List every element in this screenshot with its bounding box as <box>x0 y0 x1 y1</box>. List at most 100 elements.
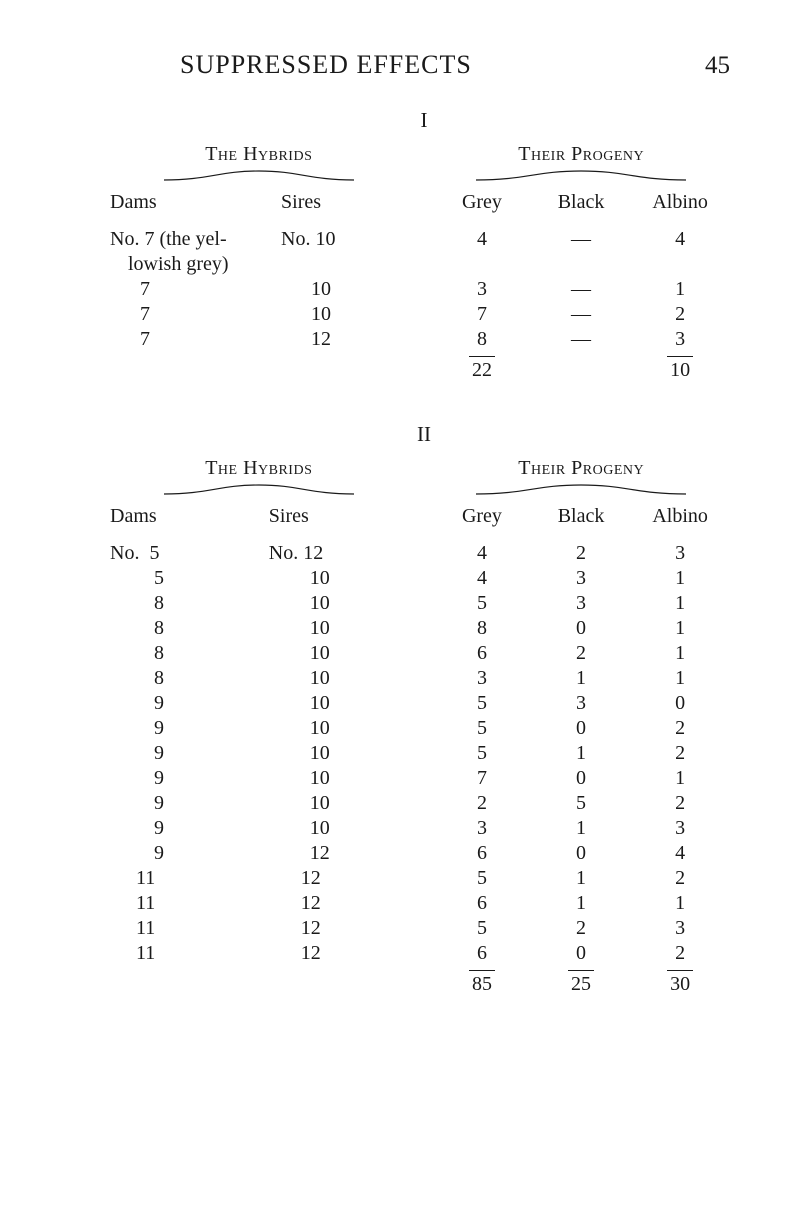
section2-headers: Dams Sires Grey Black Albino <box>110 504 730 535</box>
progeny-title-1: Their Progeny <box>432 143 730 166</box>
roman-one: I <box>118 108 730 133</box>
page-container: SUPPRESSED EFFECTS 45 I The Hybrids Thei… <box>0 0 800 1032</box>
t1-black: — <box>532 277 631 302</box>
t1-albino: 3 <box>631 327 730 352</box>
t1-albino: 1 <box>631 277 730 302</box>
t2-dam: 9 <box>110 716 252 741</box>
t2-grey: 6 <box>432 941 531 966</box>
t2-black: 0 <box>532 716 631 741</box>
table-row: 252 <box>432 791 730 816</box>
t1-grey: 4 <box>432 227 531 252</box>
t2-dam: 9 <box>110 841 252 866</box>
t2-albino: 2 <box>631 941 730 966</box>
t2-total-albino: 30 <box>631 973 730 996</box>
t2-black: 0 <box>532 766 631 791</box>
table-row: 431 <box>432 566 730 591</box>
t1-total-black <box>532 359 631 382</box>
rule-icon <box>667 970 693 971</box>
t2-grey: 5 <box>432 741 531 766</box>
t2-black: 2 <box>532 916 631 941</box>
t2-grey: 6 <box>432 641 531 666</box>
albino-header-2: Albino <box>631 504 730 529</box>
table-row: 423 <box>432 541 730 566</box>
hybrids-title-1: The Hybrids <box>110 143 408 166</box>
t1-sire: 10 <box>263 277 408 302</box>
t1-dam: No. 7 (the yel- <box>110 227 271 252</box>
table-row: 604 <box>432 841 730 866</box>
t1-dam-wrap: lowish grey) <box>110 252 279 277</box>
page-title: SUPPRESSED EFFECTS <box>180 50 472 80</box>
t2-sire: No. 12 <box>249 541 408 566</box>
rule-icon <box>667 356 693 357</box>
t2-grey: 5 <box>432 691 531 716</box>
t2-dam: 11 <box>110 891 243 916</box>
t2-albino: 1 <box>631 641 730 666</box>
table-row: 611 <box>432 891 730 916</box>
albino-header-1: Albino <box>631 190 730 215</box>
t2-albino: 4 <box>631 841 730 866</box>
brace-icon <box>432 168 730 182</box>
t2-dam: 8 <box>110 666 252 691</box>
t2-black: 3 <box>532 691 631 716</box>
t2-dam: 9 <box>110 741 252 766</box>
t2-albino: 2 <box>631 741 730 766</box>
t1-sire: No. 10 <box>271 227 408 252</box>
t2-dam: 9 <box>110 816 252 841</box>
section1-headers: Dams Sires Grey Black Albino <box>110 190 730 221</box>
table-row: 311 <box>432 666 730 691</box>
t2-black: 0 <box>532 841 631 866</box>
table-row: 512 <box>432 741 730 766</box>
t2-dam: 8 <box>110 616 252 641</box>
t2-dam: 11 <box>110 916 243 941</box>
t2-albino: 3 <box>631 916 730 941</box>
t2-dam: No. 5 <box>110 541 249 566</box>
hybrids-title-2: The Hybrids <box>110 457 408 480</box>
t2-grey: 2 <box>432 791 531 816</box>
brace-icon <box>110 168 408 182</box>
t2-sire: 10 <box>252 641 408 666</box>
sires-header-2: Sires <box>249 504 408 529</box>
t2-grey: 3 <box>432 816 531 841</box>
t1-black: — <box>532 302 631 327</box>
t2-black: 3 <box>532 591 631 616</box>
t2-black: 1 <box>532 741 631 766</box>
t2-grey: 8 <box>432 616 531 641</box>
black-header-1: Black <box>532 190 631 215</box>
section1-titles: The Hybrids Their Progeny <box>110 143 730 184</box>
table-row: 313 <box>432 816 730 841</box>
t1-grey: 7 <box>432 302 531 327</box>
t1-grey: 3 <box>432 277 531 302</box>
t2-total-grey: 85 <box>432 973 531 996</box>
t2-black: 3 <box>532 566 631 591</box>
grey-header-1: Grey <box>432 190 531 215</box>
t2-dam: 9 <box>110 766 252 791</box>
t2-albino: 1 <box>631 566 730 591</box>
t1-total-albino: 10 <box>631 359 730 382</box>
t2-sire: 10 <box>252 741 408 766</box>
t2-sire: 12 <box>252 841 408 866</box>
table-row: 531 <box>432 591 730 616</box>
t2-total-black: 25 <box>532 973 631 996</box>
dams-header-1: Dams <box>110 190 271 215</box>
page-number: 45 <box>705 52 730 80</box>
section2-titles: The Hybrids Their Progeny <box>110 457 730 498</box>
t2-grey: 5 <box>432 916 531 941</box>
t2-dam: 8 <box>110 641 252 666</box>
t1-albino: 2 <box>631 302 730 327</box>
t1-dam: 7 <box>110 327 263 352</box>
t2-sire: 10 <box>252 766 408 791</box>
t2-black: 1 <box>532 666 631 691</box>
t2-sire: 10 <box>252 816 408 841</box>
rule-icon <box>568 970 594 971</box>
t2-sire: 12 <box>243 916 408 941</box>
t2-dam: 9 <box>110 791 252 816</box>
t2-sire: 12 <box>243 866 408 891</box>
t2-sire: 12 <box>243 941 408 966</box>
t2-sire: 10 <box>252 566 408 591</box>
t2-grey: 6 <box>432 841 531 866</box>
t2-grey: 6 <box>432 891 531 916</box>
header-row: SUPPRESSED EFFECTS 45 <box>110 50 730 80</box>
t2-albino: 2 <box>631 866 730 891</box>
t1-black: — <box>532 327 631 352</box>
t2-sire: 10 <box>252 616 408 641</box>
